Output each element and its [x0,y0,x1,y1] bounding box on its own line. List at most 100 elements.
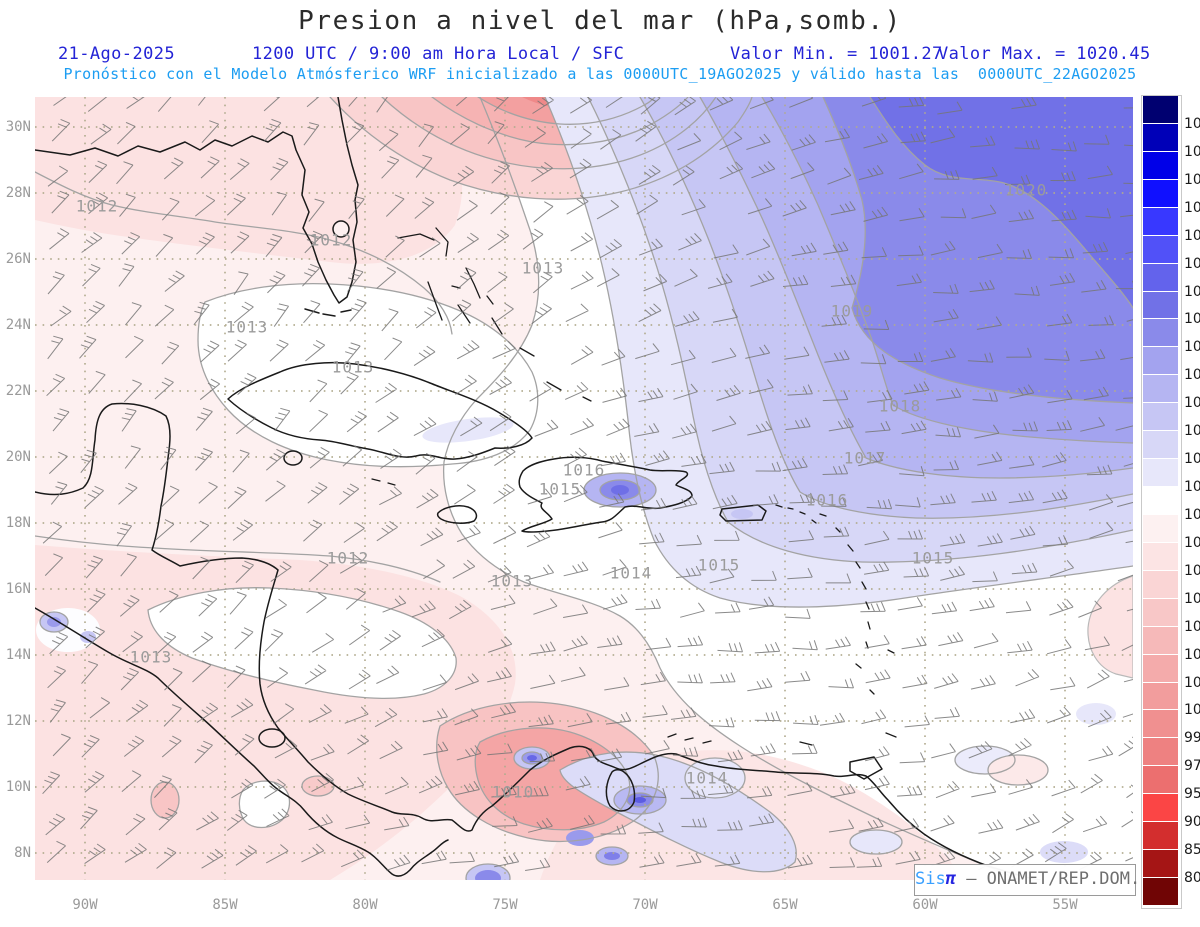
coast-hispaniola [518,456,693,533]
page-title: Presion a nivel del mar (hPa,somb.) [298,6,902,36]
isobar-label: 1016 [562,460,606,480]
isobar-label: 1012 [309,230,353,250]
mountain-ring-andes2-b [604,852,620,860]
colorbar-tick-label: 1015 [1184,451,1200,468]
mountain-ring-santamarta-c [527,755,537,761]
patch-white-costarica [239,781,290,828]
coast-florida-keys [304,308,352,317]
colorbar-swatch [1143,878,1178,905]
colorbar-swatch [1143,794,1178,822]
shade-pink-blob-1 [151,782,179,818]
min-value-label: Valor Min. = 1001.27 [730,44,943,64]
isobar-label: 1013 [331,357,375,377]
isla-juventud [283,450,303,466]
coast-central-america [35,402,1041,880]
valid-date: 21-Ago-2025 [58,44,175,64]
isobar-label: 1014 [685,768,729,788]
mountain-ring-andes1-b [475,870,501,880]
colorbar-swatch [1143,542,1178,570]
lon-tick-label: 90W [72,897,98,913]
colorbar-swatch [1143,710,1178,738]
lat-tick-label: 30N [5,119,31,135]
colorbar-tick-label: 800 [1184,870,1200,887]
lon-tick-label: 75W [492,897,518,913]
colorbar-tick-label: 990 [1184,730,1200,747]
lat-tick-label: 20N [5,449,31,465]
colorbar-swatch [1143,598,1178,626]
colorbar-tick-label: 1017 [1184,395,1200,412]
header-line: 21-Ago-2025 1200 UTC / 9:00 am Hora Loca… [0,44,1200,64]
patch-blue-br3 [850,830,902,854]
lon-tick-label: 80W [352,897,378,913]
lat-tick-label: 18N [5,515,31,531]
colorbar-tick-label: 1002 [1184,674,1200,691]
patch-blue-br2 [1076,703,1116,725]
colorbar-swatch [1143,626,1178,654]
blue-pacific-c [80,631,96,643]
coast-bahamas [397,227,592,402]
colorbar-swatch [1143,375,1178,403]
coast-us-gulf-florida [35,97,359,304]
shade-red-colombia-inner [475,727,630,830]
colorbar-tick-label: 1004 [1184,646,1200,663]
isobar-label: 1012 [326,548,370,568]
colorbar-tick-label: 1025 [1184,255,1200,272]
coast-jamaica [436,505,478,524]
colorbar-tick-label: 970 [1184,758,1200,775]
lat-tick-label: 16N [5,581,31,597]
patch-pink-br [988,755,1048,785]
isobar-label: 1013 [129,647,173,667]
colorbar-tick-label: 1040 [1184,143,1200,160]
colorbar-tick-label: 1035 [1184,171,1200,188]
lon-tick-label: 70W [632,897,658,913]
colorbar-swatch [1143,822,1178,850]
colorbar-tick-label: 1020 [1184,311,1200,328]
colorbar-tick-label: 1030 [1184,199,1200,216]
patch-blue-br4 [1040,841,1088,863]
colorbar-tick-label: 950 [1184,786,1200,803]
coast-pacific [35,607,449,877]
colorbar-swatch [1143,738,1178,766]
colorbar-tick-label: 1022 [1184,283,1200,300]
patch-blue-pr [731,509,753,519]
colorbar-swatch [1143,850,1178,878]
lat-tick-label: 12N [5,713,31,729]
isobar-label: 1020 [1004,180,1048,200]
lon-tick-label: 55W [1052,897,1078,913]
colorbar-swatch [1143,487,1178,514]
isobar-label: 1015 [911,548,955,568]
lon-tick-label: 85W [212,897,238,913]
colorbar-tick-label: 1050 [1184,115,1200,132]
isobar-label: 1010 [491,782,535,802]
lake-maracaibo [605,769,636,812]
colorbar-swatch [1143,431,1178,459]
colorbar-tick-label: 1018 [1184,367,1200,384]
blue-core-1c [634,797,646,803]
lesser-antilles [667,504,897,746]
valid-time: 1200 UTC / 9:00 am Hora Local / SFC [252,44,625,64]
patch-lavender-cuba [422,417,514,443]
colorbar-swatch [1143,207,1178,235]
coast-cuba [227,361,533,460]
colorbar-swatch [1143,682,1178,710]
lon-tick-label: 60W [912,897,938,913]
lat-tick-label: 26N [5,251,31,267]
isobar-label: 1017 [843,448,887,468]
lat-tick-label: 28N [5,185,31,201]
lake-nicaragua [258,728,286,748]
isobar-label: 1016 [805,490,849,510]
colorbar-tick-label: 1014 [1184,479,1200,496]
isobar-label: 1015 [538,479,582,499]
band-1020 [870,97,1133,308]
forecast-line: Pronóstico con el Modelo Atmósferico WRF… [63,65,1137,83]
colorbar-tick-label: 1010 [1184,562,1200,579]
colorbar-tick-label: 850 [1184,842,1200,859]
colorbar-swatch [1143,514,1178,542]
isobar-label: 1015 [697,555,741,575]
blue-pacific-b [47,617,61,627]
colorbar-tick-label: 1012 [1184,534,1200,551]
shade-pink-blob-2 [302,776,334,796]
colorbar-swatch [1143,151,1178,179]
